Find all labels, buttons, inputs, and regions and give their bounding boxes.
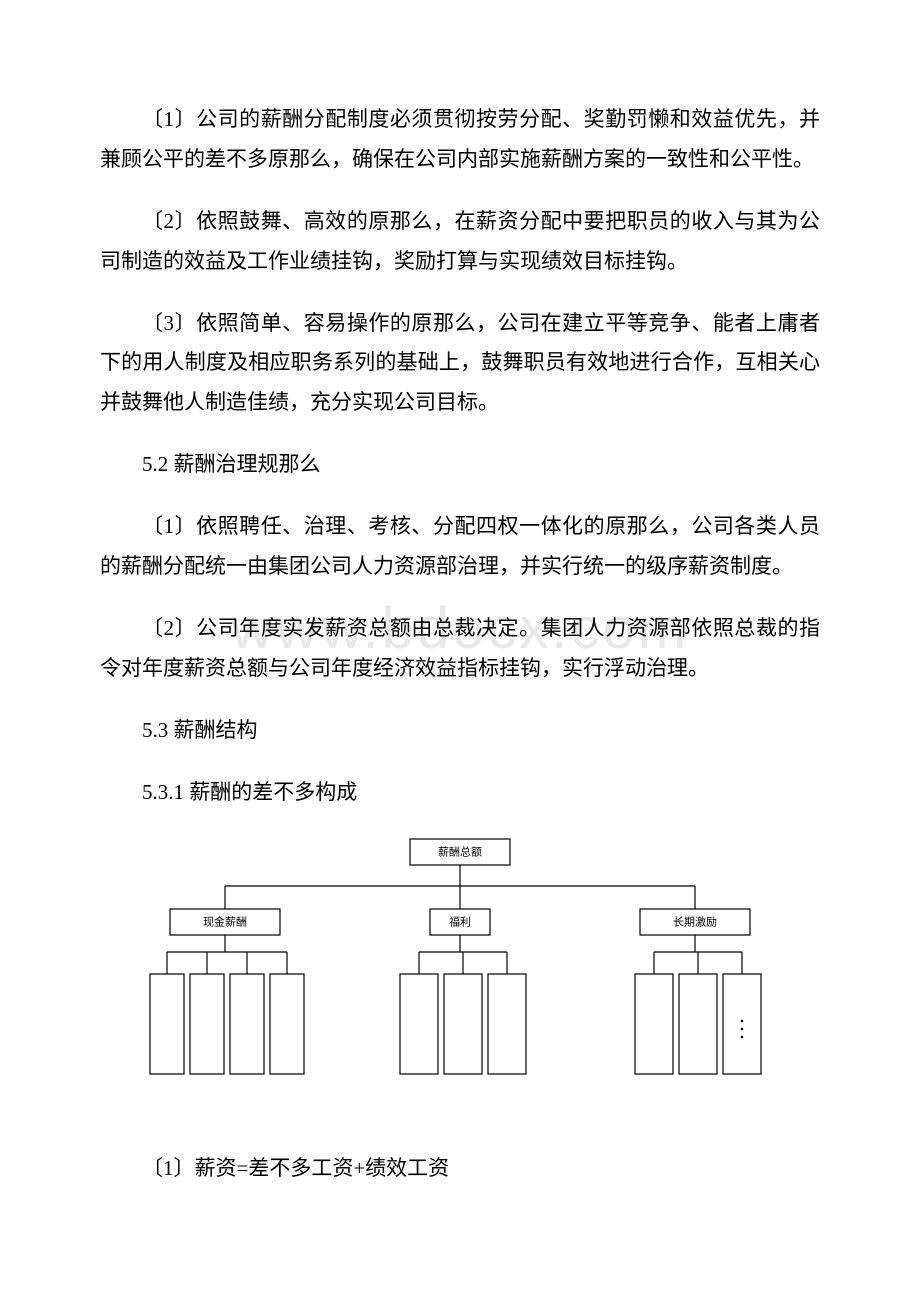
diagram-svg: 薪酬总额现金薪酬 福利 长期激励 <box>100 834 820 1104</box>
org-chart-diagram: 薪酬总额现金薪酬 福利 长期激励 <box>100 834 820 1109</box>
document-body: 〔1〕公司的薪酬分配制度必须贯彻按劳分配、奖勤罚懒和效益优先，并兼顾公平的差不多… <box>100 100 820 1189</box>
paragraph-3: 〔3〕依照简单、容易操作的原那么，公司在建立平等竞争、能者上庸者下的用人制度及相… <box>100 304 820 424</box>
paragraph-1: 〔1〕公司的薪酬分配制度必须贯彻按劳分配、奖勤罚懒和效益优先，并兼顾公平的差不多… <box>100 100 820 180</box>
section-5-2-title: 5.2 薪酬治理规那么 <box>100 445 820 485</box>
section-5-3-title: 5.3 薪酬结构 <box>100 711 820 751</box>
section-5-3-1-title: 5.3.1 薪酬的差不多构成 <box>100 773 820 813</box>
paragraph-4: 〔1〕依照聘任、治理、考核、分配四权一体化的原那么，公司各类人员的薪酬分配统一由… <box>100 507 820 587</box>
svg-text:现金薪酬: 现金薪酬 <box>203 915 247 929</box>
paragraph-5: 〔2〕公司年度实发薪资总额由总裁决定。集团人力资源部依照总裁的指令对年度薪资总额… <box>100 609 820 689</box>
svg-text:福利: 福利 <box>449 915 471 929</box>
paragraph-2: 〔2〕依照鼓舞、高效的原那么，在薪资分配中要把职员的收入与其为公司制造的效益及工… <box>100 202 820 282</box>
formula-1: 〔1〕薪资=差不多工资+绩效工资 <box>100 1149 820 1189</box>
svg-text:薪酬总额: 薪酬总额 <box>438 845 482 859</box>
svg-text:长期激励: 长期激励 <box>673 915 717 929</box>
